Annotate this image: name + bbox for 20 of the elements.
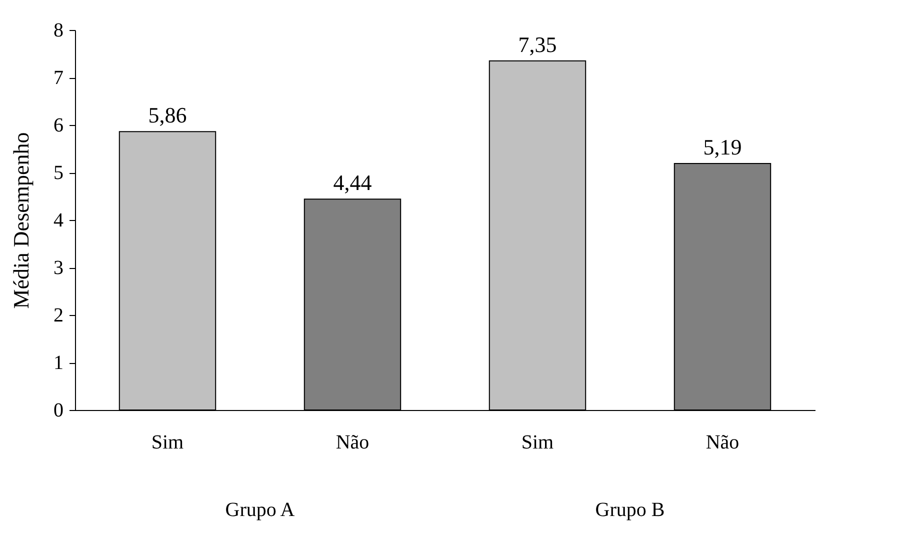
y-tick-label: 5 — [54, 162, 64, 184]
data-label: 5,86 — [148, 102, 187, 128]
y-tick-label: 3 — [54, 257, 64, 279]
y-tick-label: 6 — [54, 114, 64, 136]
y-tick-label: 7 — [54, 67, 64, 89]
data-label: 5,19 — [703, 134, 742, 160]
x-tick-label: Não — [336, 432, 370, 454]
text: Grupo B — [595, 499, 665, 521]
x-tick-label: Não — [706, 432, 740, 454]
y-axis-title: Média Desempenho — [8, 132, 34, 309]
x-tick-label: Sim — [151, 432, 184, 454]
data-label: 7,35 — [518, 32, 557, 57]
text: Grupo A — [225, 499, 296, 521]
y-tick-label: 2 — [54, 304, 64, 326]
y-tick-label: 1 — [54, 352, 64, 374]
x-tick-label: Sim — [521, 432, 554, 454]
y-tick-label: 4 — [54, 210, 64, 232]
y-tick-label: 0 — [54, 400, 64, 422]
data-label: 4,44 — [333, 170, 372, 196]
y-tick-label: 8 — [54, 20, 64, 42]
